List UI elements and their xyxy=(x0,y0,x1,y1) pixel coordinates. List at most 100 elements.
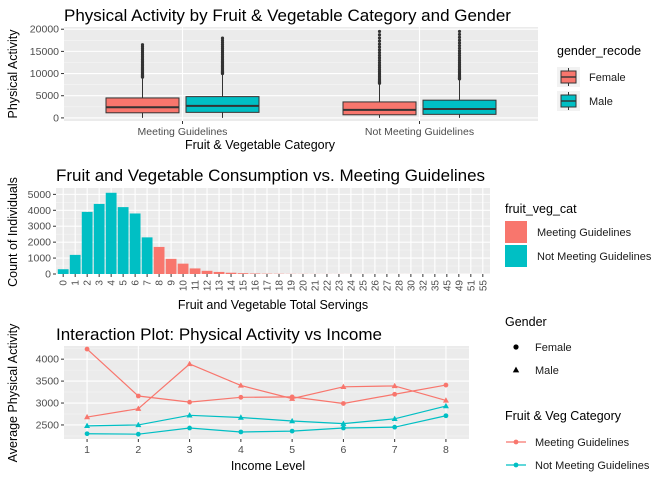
outlier-point xyxy=(377,29,382,34)
boxplot-y-ticks: 0 5000 10000 15000 20000 xyxy=(30,24,64,124)
outlier-point xyxy=(457,44,462,48)
boxplot-legend-item: Male xyxy=(557,91,613,111)
data-point-circle xyxy=(238,429,244,435)
series-line xyxy=(86,363,447,418)
boxplot-title: Physical Activity by Fruit & Vegetable C… xyxy=(64,6,511,25)
bar-chart-legend-item: Not Meeting Guidelines xyxy=(505,245,652,267)
outlier-point xyxy=(377,48,382,52)
bar-chart-x-tick-label: 45 xyxy=(442,280,453,292)
bar xyxy=(141,237,153,274)
line-chart-x-tick-label: 8 xyxy=(443,444,449,456)
series-line xyxy=(87,405,447,427)
data-point-triangle xyxy=(289,417,296,424)
data-point-triangle xyxy=(237,414,244,420)
bar-chart-x-tick-label: 18 xyxy=(274,280,285,292)
boxplot-boxes xyxy=(105,29,497,118)
data-point-triangle xyxy=(84,413,91,420)
outlier-point xyxy=(377,36,382,40)
box-female xyxy=(342,29,417,118)
line-chart-y-tick-label: 4000 xyxy=(36,354,60,366)
outlier-point xyxy=(457,51,462,55)
data-point-circle xyxy=(135,431,141,437)
bar-chart-legend-title: fruit_veg_cat xyxy=(505,202,577,216)
series-line xyxy=(87,415,447,435)
bar-chart-x-tick-label: 17 xyxy=(263,280,274,292)
series-male-not-meeting xyxy=(84,402,449,429)
line-chart-y-ticks: 2500 3000 3500 4000 xyxy=(36,354,64,431)
bar-chart-x-tick-label: 16 xyxy=(251,280,262,292)
line-chart-gridlines xyxy=(64,346,469,439)
bar-chart-x-tick-label: 6 xyxy=(131,280,142,286)
data-point-circle xyxy=(187,399,193,405)
outlier-point xyxy=(220,40,225,45)
bar-chart-y-tick-label: 2000 xyxy=(28,237,52,249)
bar-chart-x-tick-label: 22 xyxy=(322,280,333,292)
data-point-circle xyxy=(392,424,398,430)
bar-chart-title: Fruit and Vegetable Consumption vs. Meet… xyxy=(56,166,485,185)
bar-chart-legend-label: Meeting Guidelines xyxy=(537,227,632,239)
bar-chart-x-tick-label: 7 xyxy=(143,280,154,286)
boxplot-legend-item: Female xyxy=(557,67,626,87)
line-chart-y-tick-label: 3000 xyxy=(36,398,60,410)
category-legend: Fruit & Veg Category Meeting Guidelines N… xyxy=(505,409,650,472)
series-line xyxy=(86,348,447,405)
bar-chart-x-tick-label: 13 xyxy=(215,280,226,292)
bar xyxy=(57,269,69,274)
series-female-not-meeting xyxy=(84,413,449,437)
bar xyxy=(153,246,165,274)
bar-chart-x-tick-label: 32 xyxy=(418,280,429,292)
bar-chart-x-tick-label: 24 xyxy=(346,280,357,292)
boxplot-y-tick-label: 0 xyxy=(53,112,59,124)
bar-chart-x-tick-label: 55 xyxy=(478,280,489,292)
boxplot-legend: gender_recode Female Male xyxy=(557,44,641,111)
bar-chart-x-tick-label: 11 xyxy=(191,280,202,291)
gender-legend-label: Female xyxy=(535,342,572,354)
line-chart-x-tick-label: 4 xyxy=(238,444,244,456)
bar-chart-x-tick-label: 51 xyxy=(466,280,477,292)
bar-chart-x-tick-label: 19 xyxy=(286,280,297,292)
bar-chart-y-tick-label: 4000 xyxy=(28,205,52,217)
outlier-point xyxy=(377,53,382,57)
bar xyxy=(189,268,201,274)
boxplot-legend-title: gender_recode xyxy=(557,44,641,58)
bar-chart-x-tick-label: 10 xyxy=(179,280,190,292)
bar xyxy=(105,192,117,274)
outlier-point xyxy=(377,58,382,63)
bar-chart-x-tick-label: 15 xyxy=(239,280,250,292)
boxplot-y-tick-label: 20000 xyxy=(30,24,59,36)
data-point-triangle xyxy=(135,405,142,411)
line-chart-y-axis-label: Average Physical Activity xyxy=(6,323,20,462)
bar-chart-x-tick-label: 27 xyxy=(382,280,393,292)
bar xyxy=(225,272,237,274)
bar-chart: Fruit and Vegetable Consumption vs. Meet… xyxy=(6,166,652,312)
box-male xyxy=(422,29,497,118)
boxplot-y-axis-label: Physical Activity xyxy=(6,29,20,119)
data-point-triangle xyxy=(289,395,296,401)
outlier-point xyxy=(377,65,382,69)
bar-chart-y-tick-label: 1000 xyxy=(28,253,52,265)
data-point-circle xyxy=(84,346,90,352)
data-point-circle xyxy=(238,394,244,400)
bar xyxy=(129,213,141,274)
box-male xyxy=(185,36,260,118)
data-point-circle xyxy=(443,413,449,419)
line-chart-x-tick-label: 5 xyxy=(289,444,295,456)
outlier-point xyxy=(457,46,462,50)
bar-chart-x-tick-label: 3 xyxy=(95,280,106,286)
bar-chart-x-tick-label: 49 xyxy=(454,280,465,292)
outlier-point xyxy=(377,63,382,67)
bar-chart-x-tick-label: 1 xyxy=(71,280,82,286)
boxplot-legend-label: Male xyxy=(589,96,613,108)
bar-chart-x-tick-label: 12 xyxy=(203,280,214,292)
bar-chart-y-tick-label: 5000 xyxy=(28,189,52,201)
series-female-meeting xyxy=(84,346,449,406)
data-point-circle xyxy=(443,382,449,388)
outlier-point xyxy=(457,54,462,58)
data-point-circle xyxy=(340,401,346,406)
boxplot-x-tick-label: Meeting Guidelines xyxy=(138,126,228,138)
data-point-triangle xyxy=(84,422,91,429)
line-chart-x-tick-label: 3 xyxy=(187,444,193,456)
box-female xyxy=(105,43,180,118)
box-body xyxy=(185,96,260,113)
